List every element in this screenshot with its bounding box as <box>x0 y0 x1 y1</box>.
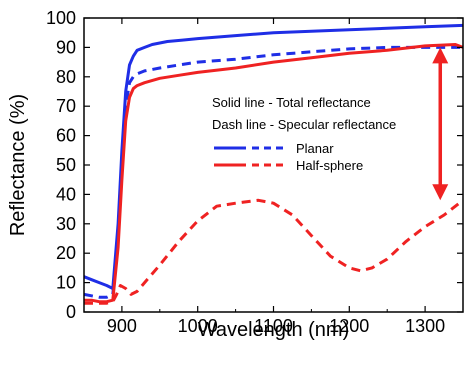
legend-planar-label: Planar <box>296 141 334 156</box>
series-half-sphere-solid <box>84 43 464 304</box>
y-tick-label: 80 <box>56 67 76 87</box>
series-planar-dashed <box>83 45 463 299</box>
tick-layer: 0 10 20 30 40 50 60 70 80 90 100 900 1000 1100 1200 130… <box>46 8 464 336</box>
legend-note-solid: Solid line - Total reflectance <box>212 95 371 110</box>
annotation-arrow-layer <box>432 47 449 201</box>
x-tick-label: 900 <box>107 316 137 336</box>
y-tick-label: 40 <box>56 184 76 204</box>
y-tick-label: 30 <box>56 214 76 234</box>
y-tick-label: 60 <box>56 126 76 146</box>
y-tick-label: 20 <box>56 243 76 263</box>
y-tick-label: 10 <box>56 273 76 293</box>
legend: Solid line - Total reflectance Dash line… <box>212 95 396 173</box>
legend-half-sphere-label: Half-sphere <box>296 158 363 173</box>
y-axis-label: Reflectance (%) <box>7 94 29 236</box>
y-tick-label: 0 <box>66 302 76 322</box>
y-tick-label: 50 <box>56 155 76 175</box>
plot-frame <box>83 17 464 313</box>
x-axis-label: Wavelength (nm) <box>198 319 350 341</box>
y-tick-label: 70 <box>56 96 76 116</box>
y-tick-label: 90 <box>56 37 76 57</box>
series-planar-solid <box>83 23 464 290</box>
y-tick-label: 100 <box>46 8 76 28</box>
x-tick-label: 1100 <box>254 316 293 336</box>
arrow-head-up-icon <box>432 47 449 64</box>
x-tick-label: 1300 <box>405 316 445 336</box>
legend-note-dash: Dash line - Specular reflectance <box>212 117 396 132</box>
series-layer <box>83 23 464 305</box>
series-half-sphere-dashed <box>84 198 464 305</box>
x-tick-label: 1200 <box>329 316 369 336</box>
x-tick-label: 1000 <box>178 316 218 336</box>
arrow-head-down-icon <box>432 184 449 201</box>
